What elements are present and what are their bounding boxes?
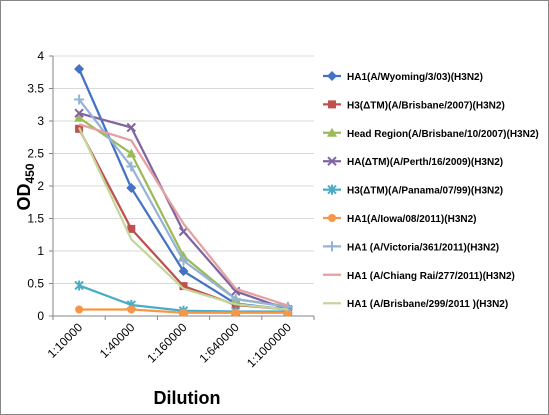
y-axis-ticks: 0 0.5 1 1.5 2 2.5 3 3.5 4	[27, 49, 53, 323]
data-point	[126, 182, 137, 193]
series-line	[78, 127, 289, 311]
data-point	[126, 161, 137, 172]
gridlines	[53, 55, 314, 284]
data-point	[74, 112, 85, 122]
legend-label: HA1(A/Wyoming/3/03)(H3N2)	[347, 72, 483, 83]
series-9	[78, 127, 289, 311]
legend-marker	[328, 214, 336, 222]
legend-marker	[327, 71, 337, 81]
data-point	[74, 64, 85, 74]
data-point	[283, 308, 292, 317]
legend-label: HA1 (A/Brisbane/299/2011 )(H3N2)	[347, 299, 508, 310]
legend-item: HA1 (A/Chiang Rai/277/2011)(H3N2)	[323, 271, 515, 282]
data-point	[74, 280, 84, 291]
x-tick-label: 1:640000	[197, 320, 243, 366]
data-point	[127, 305, 136, 314]
legend-item: HA(ΔTM)(A/Perth/16/2009)(H3N2)	[323, 156, 503, 168]
data-point	[179, 282, 188, 291]
data-point	[282, 301, 293, 312]
data-point	[75, 305, 84, 314]
legend-marker	[327, 241, 337, 252]
x-tick-label: 1:10000	[45, 320, 86, 361]
legend-item: HA1 (A/Brisbane/299/2011 )(H3N2)	[323, 299, 508, 310]
legend-marker	[327, 156, 337, 166]
series-line	[78, 123, 289, 307]
x-axis-title: Dilution	[154, 388, 221, 408]
y-tick-label: 2.5	[27, 147, 44, 161]
legend-item: HA1(A/Wyoming/3/03)(H3N2)	[323, 71, 483, 83]
series-7	[74, 94, 293, 312]
series-3	[74, 112, 293, 311]
series-layer	[74, 64, 293, 317]
legend-label: Head Region(A/Brisbane/10/2007)(H3N2)	[347, 129, 539, 140]
x-tick-label: 1:1000000	[244, 320, 294, 370]
data-point	[74, 108, 84, 118]
y-axis-title: OD450	[14, 163, 37, 210]
y-tick-label: 0.5	[27, 277, 44, 291]
legend-item: Head Region(A/Brisbane/10/2007)(H3N2)	[323, 127, 539, 140]
series-line	[78, 116, 289, 308]
y-tick-label: 1.5	[27, 212, 44, 226]
y-tick-label: 3.5	[27, 82, 44, 96]
legend-item: H3(ΔTM)(A/Panama/07/99)(H3N2)	[323, 184, 503, 197]
x-tick-label: 1:160000	[144, 320, 190, 366]
legend-label: H3(ΔTM)(A/Brisbane/2007)(H3N2)	[347, 100, 505, 111]
y-tick-label: 1	[37, 244, 44, 258]
x-axis-ticks: 1:10000 1:40000 1:160000 1:640000 1:1000000	[45, 316, 315, 370]
legend-label: H3(ΔTM)(A/Panama/07/99)(H3N2)	[347, 186, 503, 197]
legend-label: HA1(A/Iowa/08/2011)(H3N2)	[347, 214, 477, 225]
data-point	[74, 94, 85, 105]
legend-item: HA1(A/Iowa/08/2011)(H3N2)	[323, 214, 477, 225]
data-point	[179, 308, 188, 317]
legend-item: H3(ΔTM)(A/Brisbane/2007)(H3N2)	[323, 100, 505, 111]
data-point	[231, 308, 240, 317]
y-tick-label: 3	[37, 114, 44, 128]
legend-marker	[327, 127, 337, 137]
series-6	[75, 305, 292, 317]
legend: HA1(A/Wyoming/3/03)(H3N2) H3(ΔTM)(A/Brisb…	[323, 71, 539, 310]
y-axis-title-sub: 450	[23, 163, 37, 183]
data-point	[178, 226, 189, 237]
legend-item: HA1 (A/Victoria/361/2011)(H3N2)	[323, 241, 499, 253]
data-point	[126, 122, 137, 133]
data-point	[178, 255, 189, 266]
data-point	[230, 294, 241, 305]
legend-marker	[327, 184, 337, 195]
legend-label: HA1 (A/Chiang Rai/277/2011)(H3N2)	[347, 271, 515, 282]
y-tick-label: 0	[37, 309, 44, 323]
x-tick-label: 1:40000	[97, 320, 138, 361]
data-point	[178, 266, 189, 277]
data-point	[127, 224, 136, 233]
legend-label: HA1 (A/Victoria/361/2011)(H3N2)	[347, 242, 499, 253]
legend-label: HA(ΔTM)(A/Perth/16/2009)(H3N2)	[347, 157, 503, 168]
series-8	[78, 123, 289, 307]
y-tick-label: 4	[37, 49, 44, 63]
y-axis-title-main: OD	[14, 184, 34, 211]
data-point	[126, 148, 137, 158]
y-tick-label: 2	[37, 179, 44, 193]
legend-marker	[328, 100, 336, 109]
